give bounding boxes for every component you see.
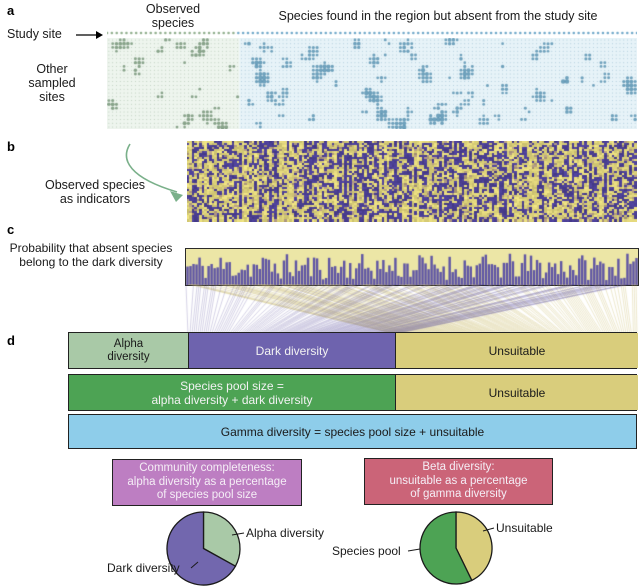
svg-text:Unsuitable: Unsuitable xyxy=(496,521,553,535)
svg-text:Alpha diversity: Alpha diversity xyxy=(246,526,324,540)
svg-text:Species pool: Species pool xyxy=(332,544,401,558)
svg-text:Dark diversity: Dark diversity xyxy=(107,561,180,575)
